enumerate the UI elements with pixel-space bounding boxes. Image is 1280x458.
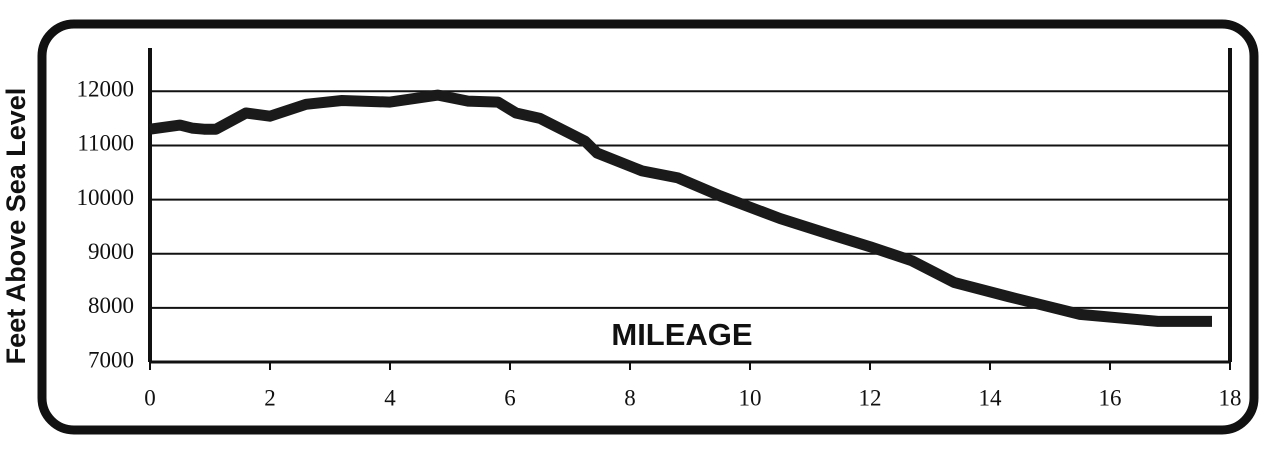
y-axis-label: Feet Above Sea Level: [1, 88, 31, 365]
x-tick-label: 12: [859, 385, 882, 410]
x-tick-label: 0: [144, 385, 156, 410]
x-tick-label: 16: [1099, 385, 1122, 410]
x-axis-label: MILEAGE: [611, 317, 752, 352]
y-tick-label: 10000: [77, 185, 135, 210]
x-tick-label: 8: [624, 385, 636, 410]
frame: [37, 19, 1259, 435]
x-tick-label: 2: [264, 385, 276, 410]
y-tick-label: 9000: [88, 239, 134, 264]
x-tick-label: 4: [384, 385, 396, 410]
x-tick-label: 14: [979, 385, 1003, 410]
x-tick-label: 10: [739, 385, 762, 410]
elevation-line: [149, 89, 1212, 327]
y-tick-label: 8000: [88, 293, 134, 318]
y-tick-label: 12000: [77, 77, 135, 102]
y-tick-label: 7000: [88, 347, 134, 372]
x-tick-label: 18: [1219, 385, 1242, 410]
y-tick-label: 11000: [77, 131, 134, 156]
x-tick-label: 6: [504, 385, 516, 410]
